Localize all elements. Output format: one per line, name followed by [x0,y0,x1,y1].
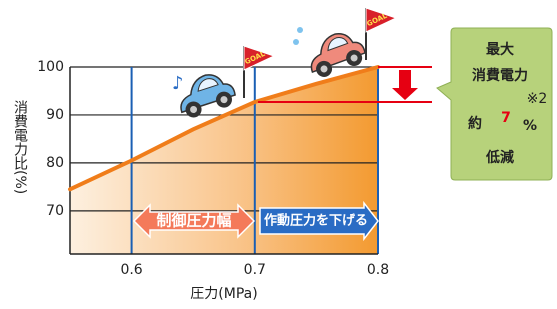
y-tick-label: 70 [46,203,64,219]
annotation-arrow: 作動圧力を下げる [260,203,378,239]
callout-note: ※2 [527,91,548,107]
goal-flag: GOAL [244,46,274,98]
callout-text: 約 [468,115,482,132]
drop [293,39,299,45]
arrow-label: 作動圧力を下げる [264,213,368,229]
y-axis-label: 消費電力比(%) [12,100,28,194]
drop [297,27,303,33]
x-tick-label: 0.7 [244,262,266,278]
arrow-label: 制御圧力幅 [156,212,231,230]
callout-text: % [523,118,537,134]
y-tick-label: 80 [46,155,64,171]
callout-number: 7 [501,110,511,126]
y-tick-label: 100 [37,59,64,75]
callout: 最大 消費電力 約 7 % ※2 低減 [437,28,552,180]
x-tick-label: 0.6 [120,262,142,278]
y-tick-label: 90 [46,107,64,123]
indicator-arrow [392,70,418,100]
callout-text: 消費電力 [472,67,528,84]
callout-text: 低減 [485,149,514,166]
x-axis-label: 圧力(MPa) [190,286,257,302]
chart: 消費電力比(%) 圧力(MPa) 70 80 90 100 0.6 0.7 0.8 制御圧力幅… [0,0,557,309]
callout-text: 最大 [486,41,514,58]
x-tick-label: 0.8 [367,262,389,278]
note-icon: ♪ [172,73,184,94]
goal-flag: GOAL [366,8,396,60]
